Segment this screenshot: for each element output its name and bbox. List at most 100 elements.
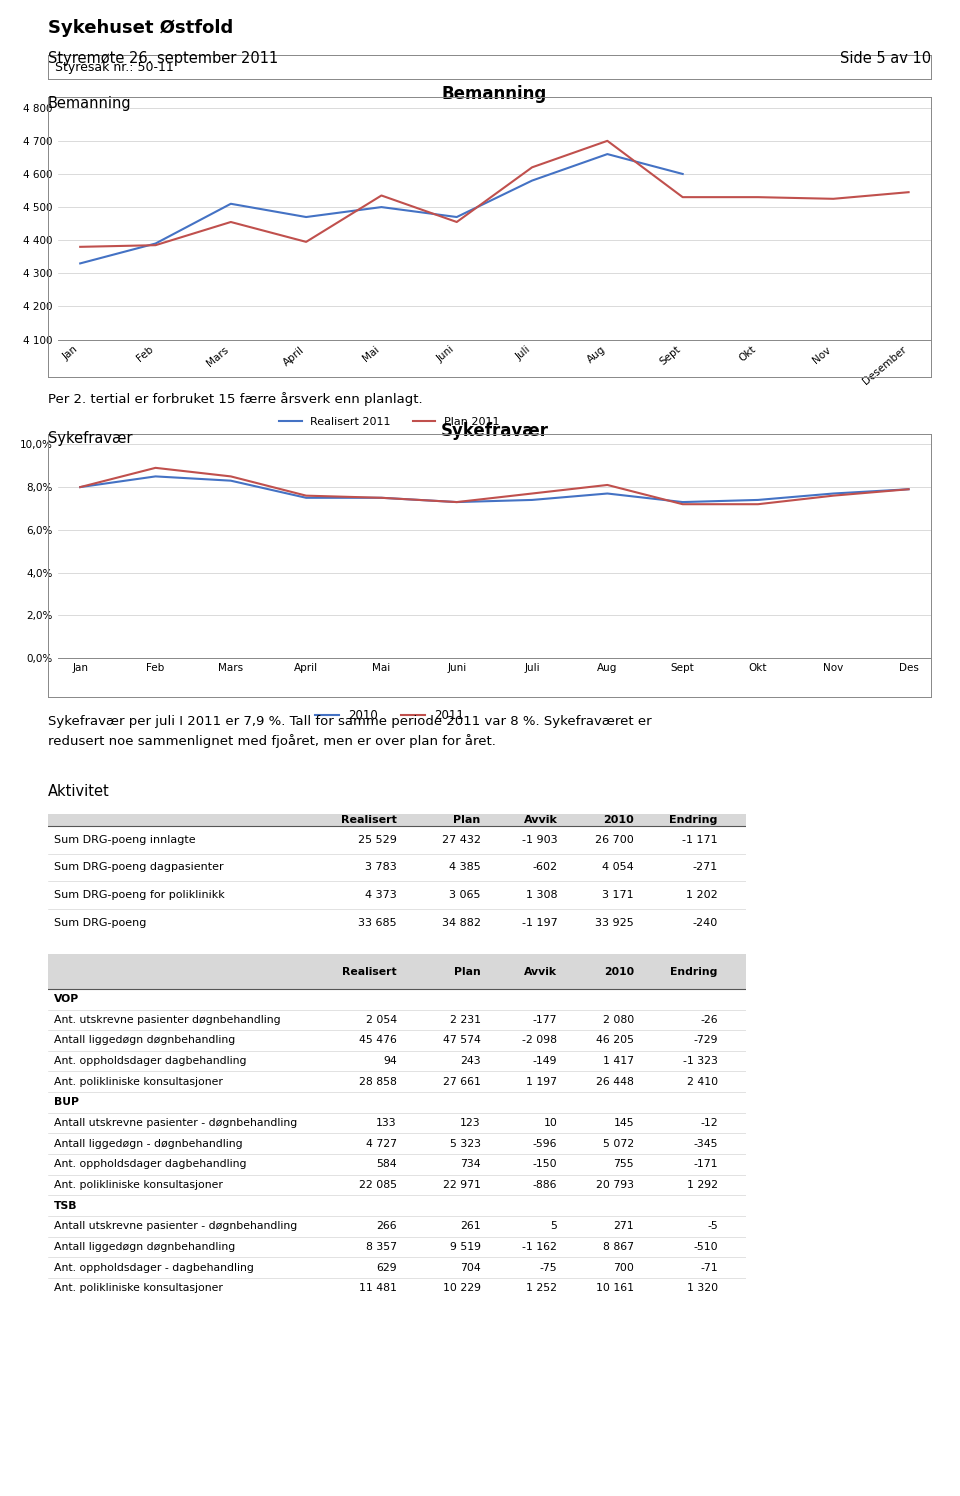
Text: VOP: VOP xyxy=(54,995,79,1004)
Text: Aktivitet: Aktivitet xyxy=(48,784,109,799)
Text: 2010: 2010 xyxy=(603,815,635,824)
Text: 22 971: 22 971 xyxy=(443,1180,481,1189)
Text: Realisert: Realisert xyxy=(342,966,396,977)
Text: Antall utskrevne pasienter - døgnbehandling: Antall utskrevne pasienter - døgnbehandl… xyxy=(54,1221,297,1231)
Title: Bemanning: Bemanning xyxy=(442,85,547,103)
Text: 734: 734 xyxy=(460,1159,481,1170)
Text: Ant. oppholdsdager - dagbehandling: Ant. oppholdsdager - dagbehandling xyxy=(54,1263,253,1273)
Text: Sykefravær per juli I 2011 er 7,9 %. Tall for samme periode 2011 var 8 %. Sykefr: Sykefravær per juli I 2011 er 7,9 %. Tal… xyxy=(48,715,652,748)
Text: 1 417: 1 417 xyxy=(603,1056,635,1067)
Text: -1 323: -1 323 xyxy=(683,1056,718,1067)
Text: TSB: TSB xyxy=(54,1201,77,1210)
Text: 2 410: 2 410 xyxy=(686,1077,718,1086)
Legend: 2010, 2011: 2010, 2011 xyxy=(310,705,469,727)
Text: 133: 133 xyxy=(376,1118,396,1128)
Text: 704: 704 xyxy=(460,1263,481,1273)
Title: Sykefravær: Sykefravær xyxy=(441,422,548,440)
Text: Antall utskrevne pasienter - døgnbehandling: Antall utskrevne pasienter - døgnbehandl… xyxy=(54,1118,297,1128)
Text: 94: 94 xyxy=(383,1056,396,1067)
Text: -171: -171 xyxy=(693,1159,718,1170)
Text: Ant. utskrevne pasienter døgnbehandling: Ant. utskrevne pasienter døgnbehandling xyxy=(54,1014,280,1025)
Text: -240: -240 xyxy=(692,917,718,928)
Text: 9 519: 9 519 xyxy=(449,1242,481,1252)
Text: Antall liggedøgn døgnbehandling: Antall liggedøgn døgnbehandling xyxy=(54,1242,235,1252)
Text: Sum DRG-poeng innlagte: Sum DRG-poeng innlagte xyxy=(54,835,195,845)
Text: 8 867: 8 867 xyxy=(603,1242,635,1252)
Text: -271: -271 xyxy=(692,863,718,872)
Text: 10: 10 xyxy=(543,1118,558,1128)
Text: 1 308: 1 308 xyxy=(526,890,558,901)
Text: Endring: Endring xyxy=(670,966,718,977)
Text: 33 925: 33 925 xyxy=(595,917,635,928)
Text: Antall liggedøgn døgnbehandling: Antall liggedøgn døgnbehandling xyxy=(54,1035,235,1046)
Text: Sum DRG-poeng for poliklinikk: Sum DRG-poeng for poliklinikk xyxy=(54,890,225,901)
Text: 5 072: 5 072 xyxy=(603,1138,635,1149)
Text: 584: 584 xyxy=(376,1159,396,1170)
Text: 261: 261 xyxy=(460,1221,481,1231)
Text: Antall liggedøgn - døgnbehandling: Antall liggedøgn - døgnbehandling xyxy=(54,1138,242,1149)
Text: 1 202: 1 202 xyxy=(686,890,718,901)
Text: 34 882: 34 882 xyxy=(442,917,481,928)
Text: 3 783: 3 783 xyxy=(365,863,396,872)
Text: -602: -602 xyxy=(532,863,558,872)
Text: 47 574: 47 574 xyxy=(443,1035,481,1046)
Text: Endring: Endring xyxy=(669,815,718,824)
Text: Ant. polikliniske konsultasjoner: Ant. polikliniske konsultasjoner xyxy=(54,1180,223,1189)
Text: 46 205: 46 205 xyxy=(596,1035,635,1046)
Text: Sum DRG-poeng dagpasienter: Sum DRG-poeng dagpasienter xyxy=(54,863,224,872)
Text: Side 5 av 10: Side 5 av 10 xyxy=(840,51,931,66)
Text: 1 320: 1 320 xyxy=(686,1284,718,1293)
Text: 4 373: 4 373 xyxy=(365,890,396,901)
Text: 27 661: 27 661 xyxy=(443,1077,481,1086)
Text: 25 529: 25 529 xyxy=(358,835,396,845)
Text: 45 476: 45 476 xyxy=(359,1035,396,1046)
Bar xyxy=(48,954,746,989)
Text: 700: 700 xyxy=(613,1263,635,1273)
Text: -150: -150 xyxy=(533,1159,558,1170)
Text: 1 252: 1 252 xyxy=(526,1284,558,1293)
Text: 27 432: 27 432 xyxy=(442,835,481,845)
Text: 629: 629 xyxy=(376,1263,396,1273)
Text: 2 054: 2 054 xyxy=(366,1014,396,1025)
Text: Sykehuset Østfold: Sykehuset Østfold xyxy=(48,19,233,37)
Text: 266: 266 xyxy=(376,1221,396,1231)
Text: 3 171: 3 171 xyxy=(603,890,635,901)
Text: -177: -177 xyxy=(533,1014,558,1025)
Text: Styresak nr.: 50-11: Styresak nr.: 50-11 xyxy=(55,61,174,73)
Text: 145: 145 xyxy=(613,1118,635,1128)
Text: Sykefravær: Sykefravær xyxy=(48,431,132,446)
Text: -71: -71 xyxy=(700,1263,718,1273)
Text: BUP: BUP xyxy=(54,1098,79,1107)
Text: Avvik: Avvik xyxy=(523,815,558,824)
Text: Ant. polikliniske konsultasjoner: Ant. polikliniske konsultasjoner xyxy=(54,1077,223,1086)
Text: 755: 755 xyxy=(613,1159,635,1170)
Text: Plan: Plan xyxy=(454,966,481,977)
Text: 10 161: 10 161 xyxy=(596,1284,635,1293)
Text: Realisert: Realisert xyxy=(341,815,396,824)
Text: Avvik: Avvik xyxy=(524,966,558,977)
Text: 22 085: 22 085 xyxy=(359,1180,396,1189)
Text: -1 162: -1 162 xyxy=(522,1242,558,1252)
Text: 2 231: 2 231 xyxy=(449,1014,481,1025)
Text: -2 098: -2 098 xyxy=(522,1035,558,1046)
Text: 1 292: 1 292 xyxy=(686,1180,718,1189)
Text: 11 481: 11 481 xyxy=(359,1284,396,1293)
Text: 2 080: 2 080 xyxy=(603,1014,635,1025)
Text: 26 700: 26 700 xyxy=(595,835,635,845)
Text: 2010: 2010 xyxy=(604,966,635,977)
Text: -1 171: -1 171 xyxy=(683,835,718,845)
Text: -729: -729 xyxy=(693,1035,718,1046)
Text: 28 858: 28 858 xyxy=(359,1077,396,1086)
Text: 33 685: 33 685 xyxy=(358,917,396,928)
Text: -596: -596 xyxy=(533,1138,558,1149)
Text: 243: 243 xyxy=(460,1056,481,1067)
Text: -149: -149 xyxy=(533,1056,558,1067)
Text: Bemanning: Bemanning xyxy=(48,96,132,111)
Text: Ant. oppholdsdager dagbehandling: Ant. oppholdsdager dagbehandling xyxy=(54,1056,246,1067)
Text: Sum DRG-poeng: Sum DRG-poeng xyxy=(54,917,146,928)
Text: 271: 271 xyxy=(613,1221,635,1231)
Text: 20 793: 20 793 xyxy=(596,1180,635,1189)
Legend: Realisert 2011, Plan 2011: Realisert 2011, Plan 2011 xyxy=(275,413,504,431)
Text: -26: -26 xyxy=(700,1014,718,1025)
Text: 26 448: 26 448 xyxy=(596,1077,635,1086)
